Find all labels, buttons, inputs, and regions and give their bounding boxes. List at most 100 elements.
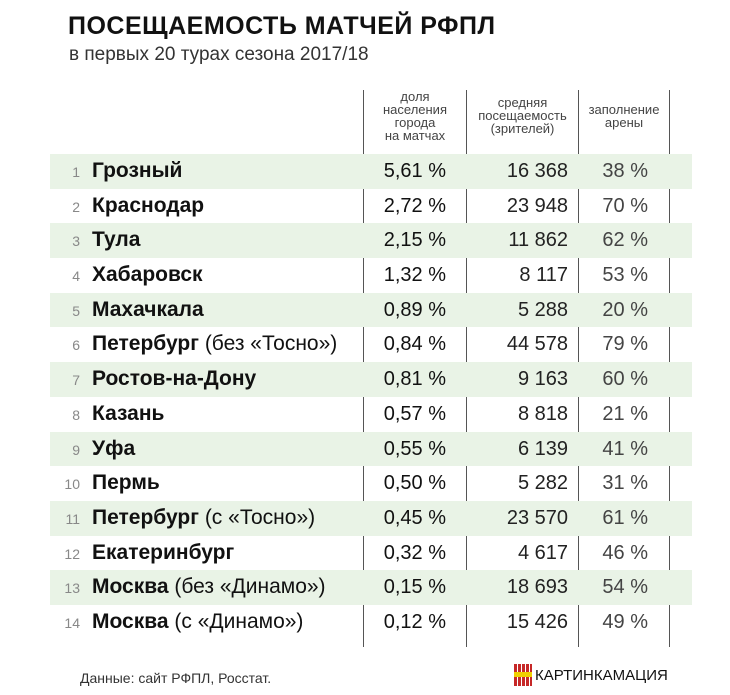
rank: 5 [72,302,80,319]
page-subtitle: в первых 20 турах сезона 2017/18 [69,44,369,65]
city-label: Тула [92,228,141,252]
average-attendance: 44 578 [506,333,568,356]
population-share: 0,55 % [383,437,446,460]
rank: 13 [64,580,80,597]
table-row: 9 Уфа 0,55 % 6 139 41 % [50,431,692,467]
header-line: города [394,115,436,130]
city-name: Москва (без «Динамо») [92,575,326,599]
data-table: 1 Грозный 5,61 % 16 368 38 % 2 Краснодар 2,72… [50,154,692,640]
header-line: на матчах [384,128,446,143]
city-label: Петербург [92,332,199,356]
average-attendance: 5 288 [517,298,568,321]
table-row: 8 Казань 0,57 % 8 818 21 % [50,397,692,432]
population-share: 0,50 % [383,472,446,495]
average-attendance: 16 368 [506,160,568,182]
header-line: заполнение [588,102,660,117]
city-name: Петербург (с «Тосно») [92,506,315,530]
arena-fill: 60 % [602,368,648,391]
city-name: Махачкала [92,298,204,322]
rank: 14 [64,614,80,631]
arena-fill: 62 % [602,229,648,252]
average-attendance: 8 818 [517,402,568,425]
arena-fill: 70 % [602,194,648,217]
city-name: Уфа [92,437,135,461]
city-label: Екатеринбург [92,540,235,564]
rank: 8 [72,406,80,423]
arena-fill: 79 % [602,333,648,356]
average-attendance: 4 617 [517,541,568,564]
arena-fill: 54 % [602,576,648,599]
table-row: 5 Махачкала 0,89 % 5 288 20 % [50,292,692,328]
brand-logo: КАРТИНКАМАЦИЯ [514,664,668,686]
population-share: 0,57 % [383,402,446,425]
population-share: 0,84 % [383,333,446,356]
header-line: арены [604,115,644,130]
city-label: Уфа [92,436,136,460]
city-note: (с «Тосно») [204,505,316,529]
arena-fill: 20 % [602,298,648,321]
rank: 11 [65,510,80,527]
header-fill: заполнение арены [579,103,669,129]
city-name: Москва (с «Динамо») [92,610,303,634]
city-name: Петербург (без «Тосно») [92,332,337,356]
rank: 6 [72,337,80,354]
city-label: Москва [92,575,169,599]
city-label: Москва [92,609,169,633]
city-name: Краснодар [92,194,204,218]
city-note: (с «Динамо») [174,609,304,633]
city-label: Хабаровск [92,263,203,287]
rank: 12 [64,545,80,562]
population-share: 0,89 % [383,298,446,321]
population-share: 0,81 % [383,368,446,391]
average-attendance: 18 693 [506,576,568,599]
rank: 2 [72,198,80,215]
city-label: Петербург [92,505,199,529]
arena-fill: 31 % [602,472,648,495]
table-row: 10 Пермь 0,50 % 5 282 31 % [50,466,692,501]
rank: 3 [72,233,80,250]
rank: 7 [72,372,80,389]
city-name: Ростов-на-Дону [92,367,256,391]
city-label: Махачкала [92,297,204,321]
average-attendance: 23 948 [506,194,568,217]
city-label: Грозный [92,159,183,182]
average-attendance: 5 282 [517,472,568,495]
arena-fill: 46 % [602,541,648,564]
arena-fill: 61 % [602,506,648,529]
population-share: 0,32 % [383,541,446,564]
rank: 1 [72,164,80,180]
city-name: Пермь [92,471,160,495]
logo-icon [514,664,532,686]
population-share: 0,15 % [383,576,446,599]
population-share: 0,45 % [383,506,446,529]
rank: 10 [64,476,80,493]
header-line: посещаемость [478,108,567,123]
population-share: 5,61 % [383,160,446,182]
rank: 4 [72,268,80,285]
header-line: населения [382,102,447,117]
city-label: Краснодар [92,193,205,217]
arena-fill: 38 % [602,160,648,182]
arena-fill: 21 % [602,402,648,425]
rank: 9 [72,441,80,458]
city-name: Казань [92,402,164,426]
logo-text: КАРТИНКАМАЦИЯ [535,666,668,684]
city-note: (без «Тосно») [204,332,338,356]
average-attendance: 23 570 [506,506,568,529]
city-name: Грозный [92,159,182,183]
population-share: 2,72 % [383,194,446,217]
header-line: (зрителей) [490,121,555,136]
table-row: 3 Тула 2,15 % 11 862 62 % [50,223,692,259]
table-row: 7 Ростов-на-Дону 0,81 % 9 163 60 % [50,362,692,397]
city-note: (без «Динамо») [174,575,326,599]
header-avg: средняя посещаемость (зрителей) [467,96,578,135]
population-share: 0,12 % [383,610,446,633]
arena-fill: 41 % [602,437,648,460]
population-share: 2,15 % [383,229,446,252]
city-name: Тула [92,228,140,252]
arena-fill: 49 % [602,610,648,633]
average-attendance: 15 426 [506,610,568,633]
population-share: 1,32 % [383,264,446,287]
table-row: 1 Грозный 5,61 % 16 368 38 % [50,154,692,189]
average-attendance: 9 163 [517,368,568,391]
